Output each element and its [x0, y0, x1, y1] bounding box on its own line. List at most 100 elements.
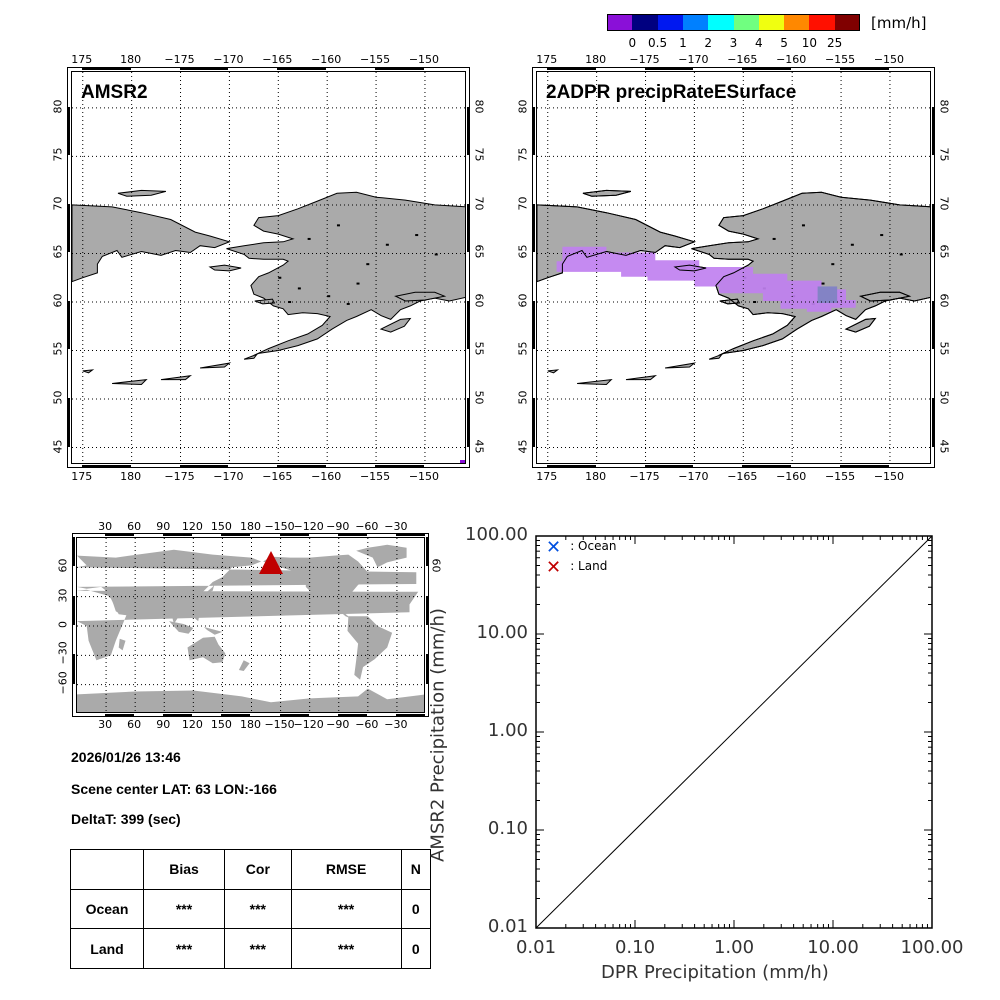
lon-tick-label-top: −150	[873, 53, 905, 66]
lake-mark	[346, 302, 350, 305]
scene-location-marker	[259, 551, 283, 574]
lat-tick-label-right: 80	[472, 99, 486, 114]
lon-tick-label-bottom: −170	[213, 470, 244, 483]
scene-datetime: 2026/01/26 13:46	[71, 749, 181, 765]
lake-mark	[821, 282, 825, 285]
island-polygon	[243, 353, 259, 360]
frame-bar-bottom	[81, 465, 131, 468]
dpr-map-svg	[537, 72, 930, 463]
lake-mark	[356, 282, 360, 285]
y-tick-label: 10.00	[476, 622, 528, 643]
amsr2-precip-pixel	[460, 460, 465, 463]
frame-bar-top	[742, 67, 792, 70]
lake-mark	[278, 276, 282, 279]
x-tick-label: 1.00	[713, 937, 755, 958]
lat-tick-label-right: 55	[937, 341, 951, 356]
lon-tick-label-top: −160	[776, 53, 807, 66]
land-polygon	[208, 264, 242, 272]
lon-tick-label-top: −175	[629, 53, 660, 66]
lon-tick-label-top: 180	[120, 53, 142, 66]
frame-bar-top	[279, 533, 309, 536]
frame-bar-bottom	[277, 465, 327, 468]
lat-tick-label-right: 60	[937, 293, 951, 308]
lake-mark	[753, 301, 757, 304]
frame-bar-left	[67, 398, 70, 447]
frame-bar-top	[375, 67, 424, 70]
frame-bar-left	[532, 106, 535, 156]
world-lon-tick-top: −120	[293, 520, 324, 533]
frame-bar-right	[932, 106, 935, 156]
lake-mark	[831, 263, 835, 266]
lat-tick-label-left: 65	[516, 244, 530, 259]
island-polygon	[112, 378, 148, 386]
one-to-one-line	[535, 535, 933, 929]
continent	[347, 616, 393, 680]
stats-table: Bias Cor RMSE N Ocean *** *** *** 0 Land…	[70, 849, 431, 969]
colorbar-border	[607, 14, 860, 31]
lon-tick-label-top: −160	[311, 53, 342, 66]
lake-mark	[801, 224, 805, 227]
frame-bar-top	[395, 533, 425, 536]
colorbar-label: 5	[780, 36, 788, 50]
lat-tick-label-right: 50	[937, 390, 951, 405]
lat-tick-label-right: 50	[472, 390, 486, 405]
precip-area	[556, 246, 856, 312]
rmse-value: ***	[290, 888, 402, 930]
world-lon-tick-bottom: −90	[326, 718, 350, 731]
lon-tick-label-top: −155	[359, 53, 391, 66]
ocean-x-marker-icon: ✕	[546, 537, 562, 558]
world-lon-tick-bottom: 180	[240, 718, 261, 731]
frame-bar-top	[221, 533, 251, 536]
frame-bar-right	[426, 537, 429, 567]
colorbar-swatch	[758, 14, 785, 31]
map-gridlines	[537, 72, 930, 463]
coastline	[859, 291, 912, 302]
lat-tick-label-right: 70	[472, 196, 486, 211]
frame-bar-left	[532, 398, 535, 447]
coastline-overlay	[537, 189, 930, 356]
y-tick-label: 100.00	[465, 524, 528, 545]
stats-header-empty	[70, 849, 144, 890]
frame-bar-top	[163, 533, 193, 536]
legend-label-land: : Land	[570, 559, 608, 573]
bias-value: ***	[142, 888, 226, 930]
stats-header-cor: Cor	[224, 849, 292, 890]
lat-tick-label-left: 80	[51, 99, 65, 114]
colorbar-label: 4	[754, 36, 763, 50]
lat-tick-label-left: 75	[51, 147, 65, 162]
x-tick-label: 100.00	[900, 937, 964, 958]
lon-tick-label-top: −170	[678, 53, 709, 66]
continent	[204, 627, 223, 635]
lon-tick-label-bottom: −165	[727, 470, 758, 483]
continent	[356, 544, 407, 568]
world-lon-tick-top: −60	[355, 520, 379, 533]
frame-bar-right	[932, 398, 935, 447]
amsr2-map-svg	[72, 72, 465, 463]
colorbar-unit: [mm/h]	[871, 14, 927, 32]
world-lon-tick-top: −150	[264, 520, 295, 533]
world-map-area	[76, 537, 425, 713]
row-label: Ocean	[70, 888, 144, 930]
lon-tick-label-top: −165	[727, 53, 758, 66]
lat-tick-label-right: 70	[937, 196, 951, 211]
stats-row-land: Land *** *** *** 0	[70, 928, 431, 969]
frame-bar-top	[105, 533, 135, 536]
cor-value: ***	[224, 928, 292, 969]
lake-mark	[880, 234, 884, 237]
frame-bar-bottom	[105, 714, 135, 717]
lon-tick-label-bottom: 175	[536, 470, 558, 483]
frame-bar-left	[72, 537, 75, 567]
lake-mark	[385, 243, 389, 246]
n-value: 0	[400, 888, 431, 930]
frame-bar-bottom	[546, 465, 596, 468]
lat-tick-label-right: 45	[937, 439, 951, 454]
colorbar-swatch	[682, 14, 709, 31]
bias-value: ***	[142, 928, 226, 969]
frame-bar-right	[467, 300, 470, 350]
lon-tick-label-top: −155	[824, 53, 856, 66]
island-polygon	[200, 362, 232, 369]
frame-bar-bottom	[221, 714, 251, 717]
lat-tick-label-left: 60	[516, 293, 530, 308]
lat-tick-label-right: 65	[472, 244, 486, 259]
lake-mark	[336, 224, 340, 227]
